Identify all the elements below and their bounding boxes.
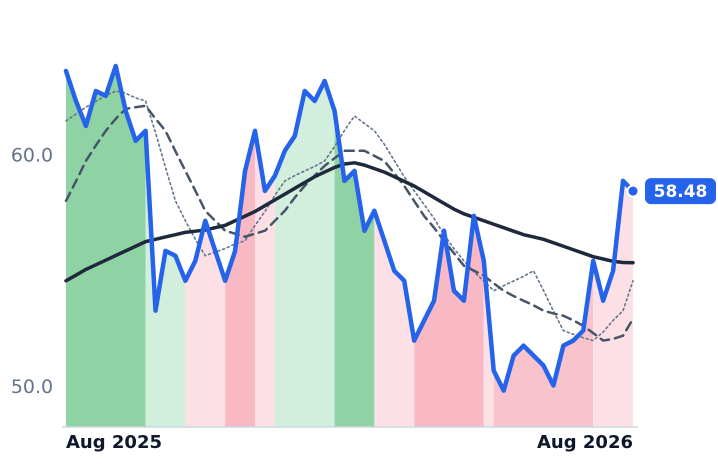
series-line bbox=[63, 63, 636, 393]
last-point bbox=[626, 184, 640, 198]
value-label: 58.48 bbox=[654, 182, 708, 202]
value-badge bbox=[645, 178, 716, 205]
x-tick-label: Aug 2026 bbox=[537, 432, 633, 453]
region-fill bbox=[66, 65, 146, 427]
y-tick-label: 60.0 bbox=[11, 144, 53, 166]
region-fill bbox=[593, 65, 633, 427]
series-line bbox=[65, 90, 634, 342]
x-tick-label: Aug 2025 bbox=[66, 432, 162, 453]
series-line bbox=[64, 104, 635, 342]
y-tick-label: 50.0 bbox=[11, 376, 53, 398]
series-line bbox=[64, 161, 635, 283]
